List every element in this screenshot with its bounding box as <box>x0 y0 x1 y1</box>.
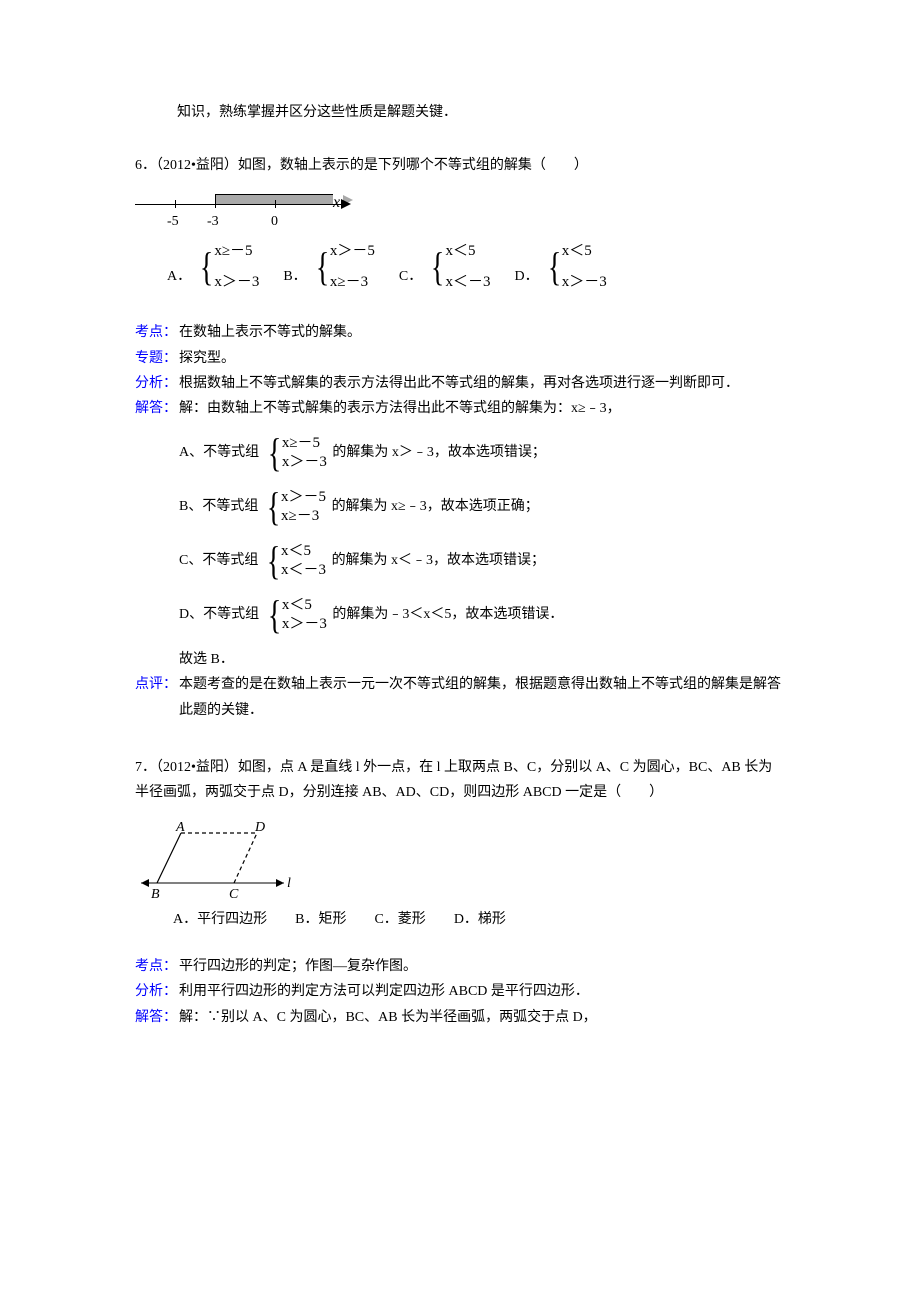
diag-label-b: B <box>151 887 160 901</box>
question-6: 6．（2012•益阳）如图，数轴上表示的是下列哪个不等式组的解集（ ） -5 -… <box>135 153 785 723</box>
option-letter-d: D． <box>514 269 538 284</box>
q7-option-c[interactable]: C．菱形 <box>374 907 425 932</box>
q6-jieda-a-sys2: x＞－3 <box>282 453 327 473</box>
q6-d-line1: x＜5 <box>562 238 607 265</box>
q6-jieda-c-pre: C、不等式组 <box>179 553 258 568</box>
q7-kaodian-label: 考点： <box>135 954 177 979</box>
q6-jieda-b-post: 的解集为 x≥﹣3，故本选项正确； <box>332 499 539 514</box>
lbl-neg5: -5 <box>167 209 179 234</box>
q6-option-b[interactable]: B． { x＞－5 x≥－3 <box>283 238 375 296</box>
fenxi-text: 根据数轴上不等式解集的表示方法得出此不等式组的解集，再对各选项进行逐一判断即可． <box>179 371 785 396</box>
axis-line <box>135 204 345 205</box>
q6-b-line2: x≥－3 <box>330 269 375 296</box>
q6-option-a[interactable]: A． { x≥－5 x＞－3 <box>167 238 259 296</box>
tick-0 <box>275 200 276 208</box>
tick-neg3 <box>215 200 216 208</box>
q6-kaodian: 考点： 在数轴上表示不等式的解集。 <box>135 320 785 345</box>
lbl-neg3: -3 <box>207 209 219 234</box>
q6-jieda-a-sys1: x≥－5 <box>282 434 327 454</box>
q7-jieda-text: 解：∵别以 A、C 为圆心，BC、AB 长为半径画弧，两弧交于点 D， <box>179 1005 785 1030</box>
q6-options: A． { x≥－5 x＞－3 B． { x＞－5 x≥－3 C． { x＜5 <box>135 238 785 296</box>
q6-d-line2: x＞－3 <box>562 269 607 296</box>
q7-diagram: A D B C l <box>139 821 304 901</box>
option-letter-b: B． <box>283 269 306 284</box>
diag-label-d: D <box>254 821 265 835</box>
q6-a-line1: x≥－5 <box>214 238 259 265</box>
dianping-text: 本题考查的是在数轴上表示一元一次不等式组的解集，根据题意得出数轴上不等式组的解集… <box>179 672 785 722</box>
q6-c-line1: x＜5 <box>445 238 490 265</box>
kaodian-text: 在数轴上表示不等式的解集。 <box>179 320 785 345</box>
jieda-label: 解答： <box>135 396 177 421</box>
q6-fenxi: 分析： 根据数轴上不等式解集的表示方法得出此不等式组的解集，再对各选项进行逐一判… <box>135 371 785 396</box>
q6-dianping: 点评： 本题考查的是在数轴上表示一元一次不等式组的解集，根据题意得出数轴上不等式… <box>135 672 785 722</box>
q6-jieda-c: C、不等式组 { x＜5 x＜－3 的解集为 x＜﹣3，故本选项错误； <box>179 541 785 581</box>
q7-kaodian-text: 平行四边形的判定；作图—复杂作图。 <box>179 954 785 979</box>
q6-jieda-d: D、不等式组 { x＜5 x＞－3 的解集为﹣3＜x＜5，故本选项错误． <box>179 595 785 635</box>
q6-stem: 6．（2012•益阳）如图，数轴上表示的是下列哪个不等式组的解集（ ） <box>135 153 785 178</box>
kaodian-label: 考点： <box>135 320 177 345</box>
q6-stem-text: 6．（2012•益阳）如图，数轴上表示的是下列哪个不等式组的解集（ ） <box>135 158 588 173</box>
q7-fenxi-text: 利用平行四边形的判定方法可以判定四边形 ABCD 是平行四边形． <box>179 979 785 1004</box>
q7-jieda: 解答： 解：∵别以 A、C 为圆心，BC、AB 长为半径画弧，两弧交于点 D， <box>135 1005 785 1030</box>
q6-jieda-d-sys1: x＜5 <box>282 596 327 616</box>
fenxi-label: 分析： <box>135 371 177 396</box>
dianping-label: 点评： <box>135 672 177 697</box>
q6-a-line2: x＞－3 <box>214 269 259 296</box>
q6-jieda-b: B、不等式组 { x＞－5 x≥－3 的解集为 x≥﹣3，故本选项正确； <box>179 487 785 527</box>
q7-kaodian: 考点： 平行四边形的判定；作图—复杂作图。 <box>135 954 785 979</box>
prev-tail-text: 知识，熟练掌握并区分这些性质是解题关键． <box>177 105 457 120</box>
q6-jieda-c-sys1: x＜5 <box>281 542 326 562</box>
q6-jieda-d-sys2: x＞－3 <box>282 615 327 635</box>
q6-jieda-c-post: 的解集为 x＜﹣3，故本选项错误； <box>332 553 546 568</box>
q7-option-a[interactable]: A．平行四边形 <box>173 907 267 932</box>
q6-jieda-lead: 解：由数轴上不等式解集的表示方法得出此不等式组的解集为：x≥﹣3， <box>179 396 785 421</box>
axis-arrow-icon <box>341 199 351 209</box>
axis-x-label: x <box>333 189 340 218</box>
q6-option-d[interactable]: D． { x＜5 x＞－3 <box>514 238 606 296</box>
q6-zhuanti: 专题： 探究型。 <box>135 346 785 371</box>
zhuanti-text: 探究型。 <box>179 346 785 371</box>
diag-label-l: l <box>287 876 291 891</box>
q7-option-b[interactable]: B．矩形 <box>295 907 346 932</box>
option-letter-a: A． <box>167 269 191 284</box>
q7-fenxi-label: 分析： <box>135 979 177 1004</box>
q6-number-line: -5 -3 0 x <box>135 194 785 230</box>
q6-jieda-a-pre: A、不等式组 <box>179 445 259 460</box>
q6-jieda-b-sys2: x≥－3 <box>281 507 326 527</box>
q6-jieda-b-pre: B、不等式组 <box>179 499 258 514</box>
tick-neg5 <box>175 200 176 208</box>
q6-jieda-a: A、不等式组 { x≥－5 x＞－3 的解集为 x＞﹣3，故本选项错误； <box>179 433 785 473</box>
q6-jieda-c-sys2: x＜－3 <box>281 561 326 581</box>
q6-jieda-end: 故选 B． <box>179 647 785 672</box>
option-letter-c: C． <box>399 269 422 284</box>
q7-stem: 7．（2012•益阳）如图，点 A 是直线 l 外一点，在 l 上取两点 B、C… <box>135 755 785 805</box>
q7-option-d[interactable]: D．梯形 <box>454 907 506 932</box>
q6-jieda: 解答： 解：由数轴上不等式解集的表示方法得出此不等式组的解集为：x≥﹣3， A、… <box>135 396 785 672</box>
diag-label-a: A <box>175 821 185 835</box>
prev-solution-tail: 知识，熟练掌握并区分这些性质是解题关键． <box>135 100 785 125</box>
q6-jieda-b-sys1: x＞－5 <box>281 488 326 508</box>
zhuanti-label: 专题： <box>135 346 177 371</box>
q7-jieda-label: 解答： <box>135 1005 177 1030</box>
q6-jieda-d-post: 的解集为﹣3＜x＜5，故本选项错误． <box>332 607 563 622</box>
q6-option-c[interactable]: C． { x＜5 x＜－3 <box>399 238 491 296</box>
q6-jieda-d-pre: D、不等式组 <box>179 607 259 622</box>
solution-shade <box>215 194 333 204</box>
diag-label-c: C <box>229 887 239 901</box>
q6-c-line2: x＜－3 <box>445 269 490 296</box>
q6-b-line1: x＞－5 <box>330 238 375 265</box>
q6-jieda-a-post: 的解集为 x＞﹣3，故本选项错误； <box>332 445 546 460</box>
lbl-0: 0 <box>271 209 278 234</box>
q7-fenxi: 分析： 利用平行四边形的判定方法可以判定四边形 ABCD 是平行四边形． <box>135 979 785 1004</box>
q7-options: A．平行四边形 B．矩形 C．菱形 D．梯形 <box>135 907 785 932</box>
question-7: 7．（2012•益阳）如图，点 A 是直线 l 外一点，在 l 上取两点 B、C… <box>135 755 785 1030</box>
q7-stem-text: 7．（2012•益阳）如图，点 A 是直线 l 外一点，在 l 上取两点 B、C… <box>135 760 772 800</box>
